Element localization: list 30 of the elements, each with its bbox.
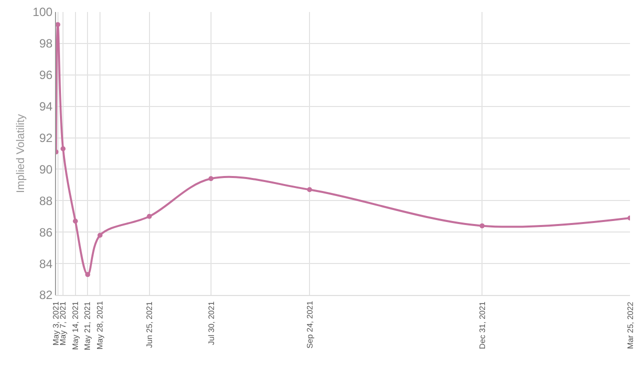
- y-tick-label: 100: [32, 5, 53, 20]
- point: [98, 232, 103, 238]
- point: [146, 214, 152, 219]
- y-tick-label: 84: [39, 256, 53, 271]
- y-tick-label: 86: [39, 225, 53, 240]
- x-tick-label: May 14, 2021: [70, 300, 80, 350]
- point: [307, 187, 312, 192]
- y-tick-label: 92: [39, 130, 53, 145]
- y-tick-label: 96: [39, 68, 53, 82]
- x-tick-label: May 7, 2021: [58, 300, 68, 346]
- x-tick-label: May 3, 2021: [52, 300, 60, 346]
- y-axis-title: Implied Volatility: [15, 114, 27, 193]
- point: [480, 223, 485, 228]
- point: [72, 218, 78, 224]
- x-tick-label: Jun 25, 2021: [144, 301, 154, 348]
- x-tick-label: Jul 30, 2021: [206, 300, 216, 345]
- x-tick-label: May 21, 2021: [83, 301, 92, 350]
- x-tick-label: Sep 24, 2021: [306, 300, 315, 349]
- point: [85, 272, 90, 278]
- point: [60, 146, 66, 152]
- x-tick-label: Dec 31, 2021: [478, 300, 488, 350]
- point: [56, 22, 60, 28]
- y-tick-label: 94: [39, 100, 53, 114]
- x-tick-label: May 28, 2021: [96, 300, 105, 350]
- y-tick-label: 82: [39, 288, 53, 302]
- point: [208, 176, 214, 182]
- y-tick-label: 90: [39, 162, 53, 176]
- y-tick-label: 88: [39, 194, 53, 208]
- x-tick-label: Mar 25, 2022: [626, 301, 635, 349]
- y-tick-label: 98: [39, 36, 53, 51]
